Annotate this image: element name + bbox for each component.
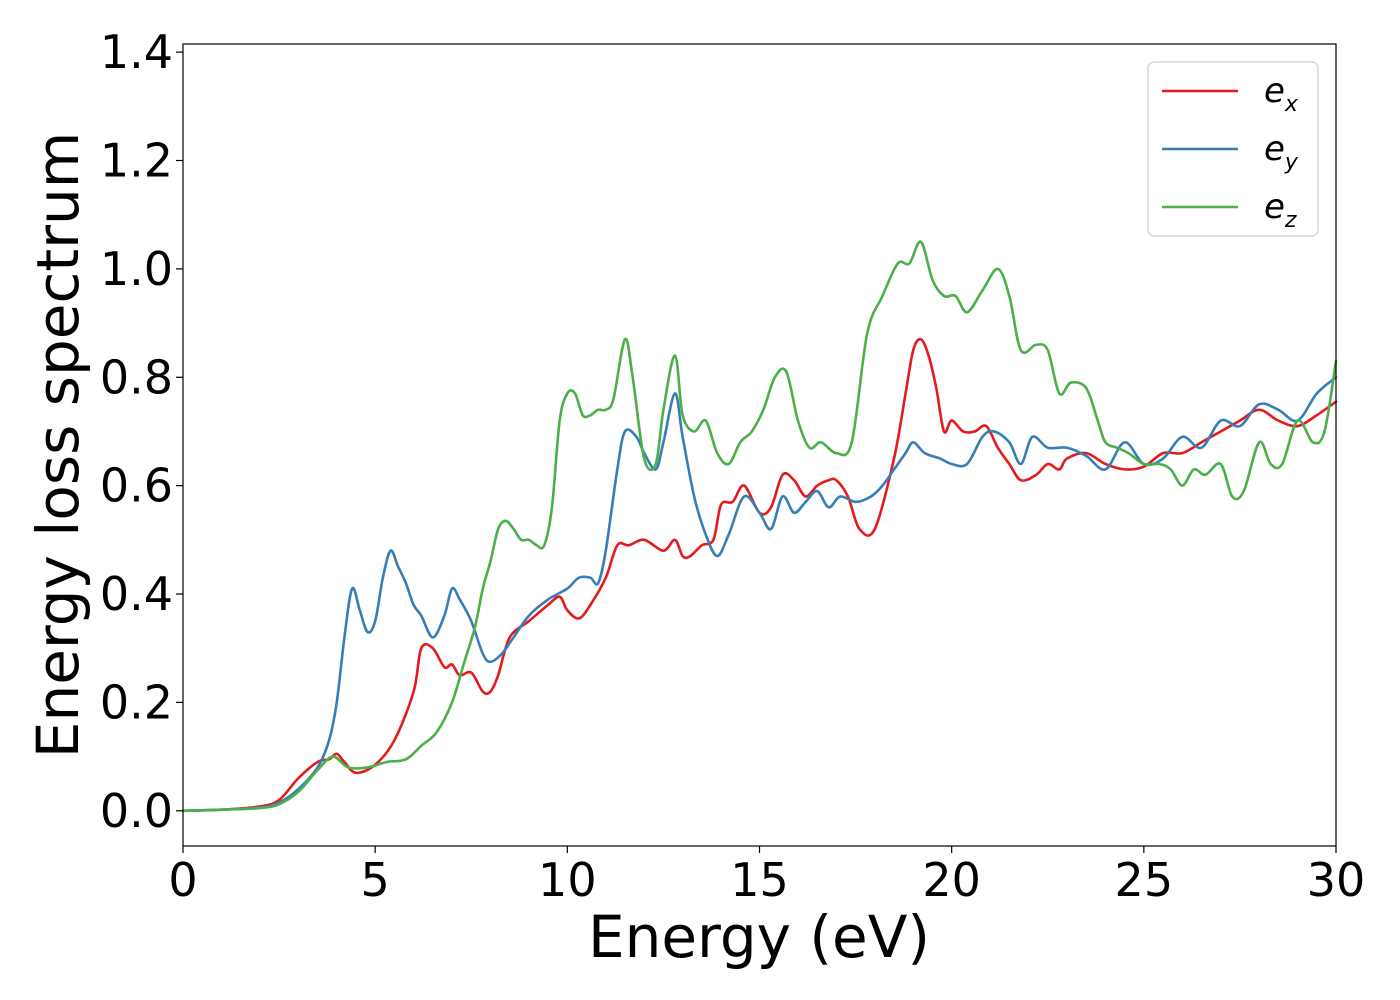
y-tick-label: 1.0 [100, 242, 173, 296]
y-tick-label: 1.4 [100, 25, 173, 79]
series-line-y [181, 375, 1338, 813]
series-layer [181, 240, 1338, 813]
x-tick-label: 0 [168, 853, 197, 907]
legend-label-base: e [1264, 187, 1285, 227]
x-tick-label: 10 [538, 853, 597, 907]
legend-label-y: ey [1264, 129, 1299, 175]
x-tick-label: 30 [1307, 853, 1366, 907]
x-tick-label: 20 [922, 853, 981, 907]
series-line-z [181, 240, 1338, 813]
y-tick-label: 1.2 [100, 134, 173, 188]
legend-label-x: ex [1264, 71, 1299, 117]
legend-label-subscript: z [1284, 208, 1297, 233]
x-tick-label: 25 [1115, 853, 1174, 907]
plot-background [183, 44, 1336, 846]
legend-label-z: ez [1264, 187, 1297, 233]
x-tick-label: 5 [361, 853, 390, 907]
y-tick-label: 0.8 [100, 350, 173, 404]
legend-label-subscript: x [1284, 92, 1299, 117]
x-axis-ticks: 0 5 10 15 20 25 30 [168, 846, 1365, 907]
legend-label-base: e [1264, 129, 1285, 169]
legend-label-subscript: y [1284, 150, 1299, 175]
x-tick-label: 15 [730, 853, 789, 907]
y-tick-label: 0.4 [100, 567, 173, 621]
y-tick-label: 0.2 [100, 675, 173, 729]
y-tick-label: 0.0 [100, 784, 173, 838]
x-axis-title: Energy (eV) [588, 903, 930, 971]
y-axis-title: Energy loss spectrum [24, 132, 92, 758]
legend-label-base: e [1264, 71, 1285, 111]
y-tick-label: 0.6 [100, 459, 173, 513]
y-axis-ticks: 0.0 0.2 0.4 0.6 0.8 1.0 1.2 1.4 [100, 25, 183, 838]
